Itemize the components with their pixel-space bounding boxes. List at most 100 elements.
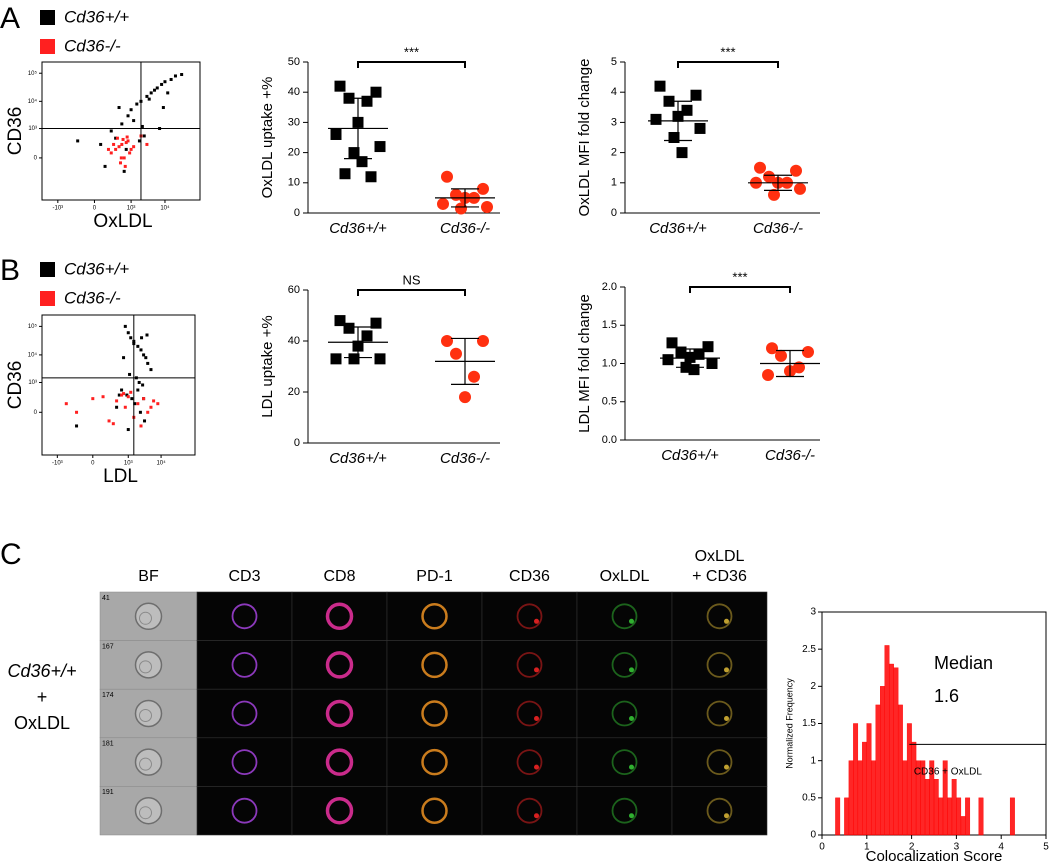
significance-label: *** — [720, 44, 735, 59]
event-dot — [109, 151, 113, 155]
x-tick-label: 10⁴ — [156, 460, 166, 467]
event-dot — [140, 124, 144, 128]
column-header: BF — [138, 568, 159, 585]
y-tick-label: 2 — [611, 147, 617, 159]
data-square — [334, 80, 346, 92]
x-tick-label: 5 — [1043, 842, 1049, 853]
data-square — [370, 86, 382, 98]
data-square — [361, 95, 373, 107]
data-square — [334, 315, 346, 327]
hist-bar — [911, 741, 917, 836]
event-dot — [163, 80, 167, 84]
signal-spot — [534, 764, 539, 770]
y-tick-label: 30 — [288, 116, 300, 128]
cell-signal — [231, 749, 258, 775]
event-dot — [117, 393, 121, 397]
data-square — [330, 128, 342, 140]
y-tick-label: 0 — [810, 830, 816, 841]
event-dot — [122, 356, 126, 360]
panel-letter: B — [0, 254, 20, 287]
column-header: CD8 — [323, 568, 355, 585]
y-tick-label: 10⁵ — [28, 323, 38, 330]
column-header: CD3 — [228, 568, 260, 585]
event-dot — [145, 142, 149, 146]
event-dot — [126, 395, 130, 399]
event-dot — [149, 405, 153, 409]
data-square — [343, 322, 355, 334]
hist-bar — [848, 760, 854, 836]
cell-signal — [231, 797, 258, 824]
event-dot — [126, 428, 130, 432]
cell-signal — [421, 748, 448, 776]
cell-signal — [516, 797, 543, 824]
fluorescence-image — [481, 688, 578, 739]
event-dot — [119, 161, 123, 165]
data-square — [681, 104, 693, 116]
event-dot — [128, 151, 132, 155]
event-dot — [129, 390, 133, 394]
plot-frame — [41, 61, 201, 201]
data-square — [694, 122, 706, 134]
cell-signal — [611, 700, 638, 727]
fluorescence-image — [291, 688, 388, 739]
fluorescence-image — [576, 640, 673, 690]
data-square — [370, 317, 382, 329]
cell-signal — [325, 748, 354, 776]
y-tick-label: 0.5 — [602, 396, 617, 408]
event-dot — [120, 142, 124, 146]
event-dot — [126, 331, 130, 335]
fluorescence-image — [481, 591, 578, 641]
data-circle — [790, 164, 802, 177]
event-dot — [128, 372, 132, 376]
event-dot — [166, 91, 170, 95]
data-circle — [441, 170, 453, 183]
cell-signal — [325, 651, 354, 679]
event-dot — [126, 139, 130, 143]
cell-signal — [516, 652, 543, 678]
cell-signal — [706, 700, 733, 727]
data-circle — [468, 370, 480, 383]
data-circle — [766, 342, 778, 355]
fluorescence-image — [576, 591, 673, 641]
y-axis-label: CD36 — [5, 107, 26, 156]
x-axis-label: LDL — [103, 466, 138, 487]
hist-bar — [871, 760, 876, 836]
hist-bar — [902, 760, 908, 836]
data-square — [339, 168, 351, 180]
column-header: CD36 — [509, 568, 550, 585]
event-dot — [122, 156, 126, 160]
fluorescence-image — [671, 737, 768, 787]
event-dot — [161, 106, 165, 110]
data-circle — [802, 346, 814, 359]
y-tick-label: 10 — [288, 177, 300, 189]
signal-spot — [629, 618, 634, 624]
hist-bar — [844, 797, 850, 836]
column-header: PD-1 — [416, 568, 453, 585]
event-dot — [180, 73, 184, 77]
event-dot — [125, 393, 129, 397]
y-tick-label: 4 — [611, 86, 617, 98]
y-axis-label: Normalized Frequency — [784, 678, 794, 769]
event-dot — [142, 134, 146, 138]
event-id: 181 — [102, 741, 114, 748]
data-square — [650, 113, 662, 125]
legend-label: Cd36+/+ — [64, 7, 129, 26]
hist-bar — [835, 797, 841, 836]
cell-signal — [706, 603, 733, 630]
event-dot — [142, 397, 146, 401]
signal-spot — [534, 618, 539, 624]
signal-spot — [629, 764, 634, 770]
cell-signal — [611, 652, 638, 678]
y-tick-label: 40 — [288, 335, 300, 347]
fluorescence-image — [576, 688, 673, 739]
x-tick-label: 10³ — [127, 206, 136, 212]
fluorescence-image — [196, 688, 293, 739]
event-dot — [132, 145, 136, 149]
legend-label: Cd36+/+ — [64, 259, 129, 278]
cell-signal — [611, 797, 638, 824]
event-dot — [135, 102, 139, 106]
x-tick-label: Cd36+/+ — [329, 450, 387, 467]
data-circle — [793, 361, 805, 374]
event-dot — [109, 129, 113, 133]
significance-bar — [357, 61, 466, 68]
